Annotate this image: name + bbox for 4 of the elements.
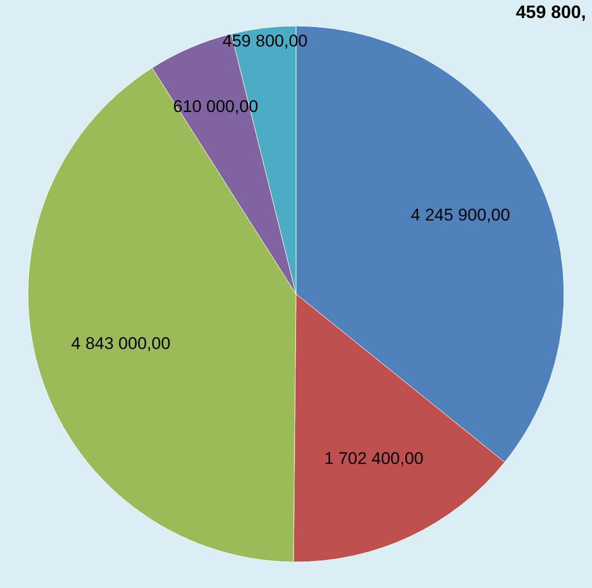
data-label: 1 702 400,00: [324, 448, 424, 468]
data-label: 4 245 900,00: [410, 205, 510, 224]
data-label: 4 843 000,00: [71, 334, 170, 354]
text: 459 800,: [516, 2, 586, 22]
